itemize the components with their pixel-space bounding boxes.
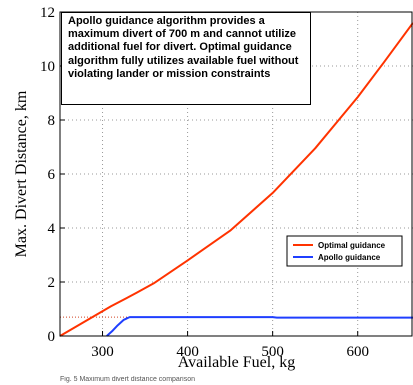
- series-layer: [59, 22, 413, 337]
- y-tick-label: 4: [48, 221, 56, 237]
- y-tick-label: 2: [48, 275, 56, 291]
- legend: Optimal guidance Apollo guidance: [286, 235, 403, 267]
- y-tick-label: 8: [48, 113, 56, 129]
- x-tick-label: 400: [176, 344, 199, 360]
- series-line-apollo-guidance: [106, 316, 413, 337]
- series-line-optimal-guidance: [59, 22, 413, 337]
- y-tick-label: 6: [48, 167, 56, 183]
- x-tick-label: 500: [261, 344, 284, 360]
- x-tick-label: 600: [346, 344, 369, 360]
- legend-box: [286, 235, 403, 267]
- legend-label: Optimal guidance: [318, 241, 386, 250]
- x-axis-label: Available Fuel, kg: [178, 354, 295, 371]
- x-tick-label: 300: [91, 344, 114, 360]
- y-tick-label: 0: [48, 329, 56, 345]
- caption-fragment: Fig. 5 Maximum divert distance compariso…: [60, 376, 195, 383]
- y-axis-label: Max. Divert Distance, km: [13, 90, 30, 257]
- y-tick-label: 12: [40, 5, 55, 21]
- annotation-box: Apollo guidance algorithm provides a max…: [61, 12, 311, 105]
- legend-label: Apollo guidance: [318, 253, 381, 262]
- y-tick-label: 10: [40, 59, 55, 75]
